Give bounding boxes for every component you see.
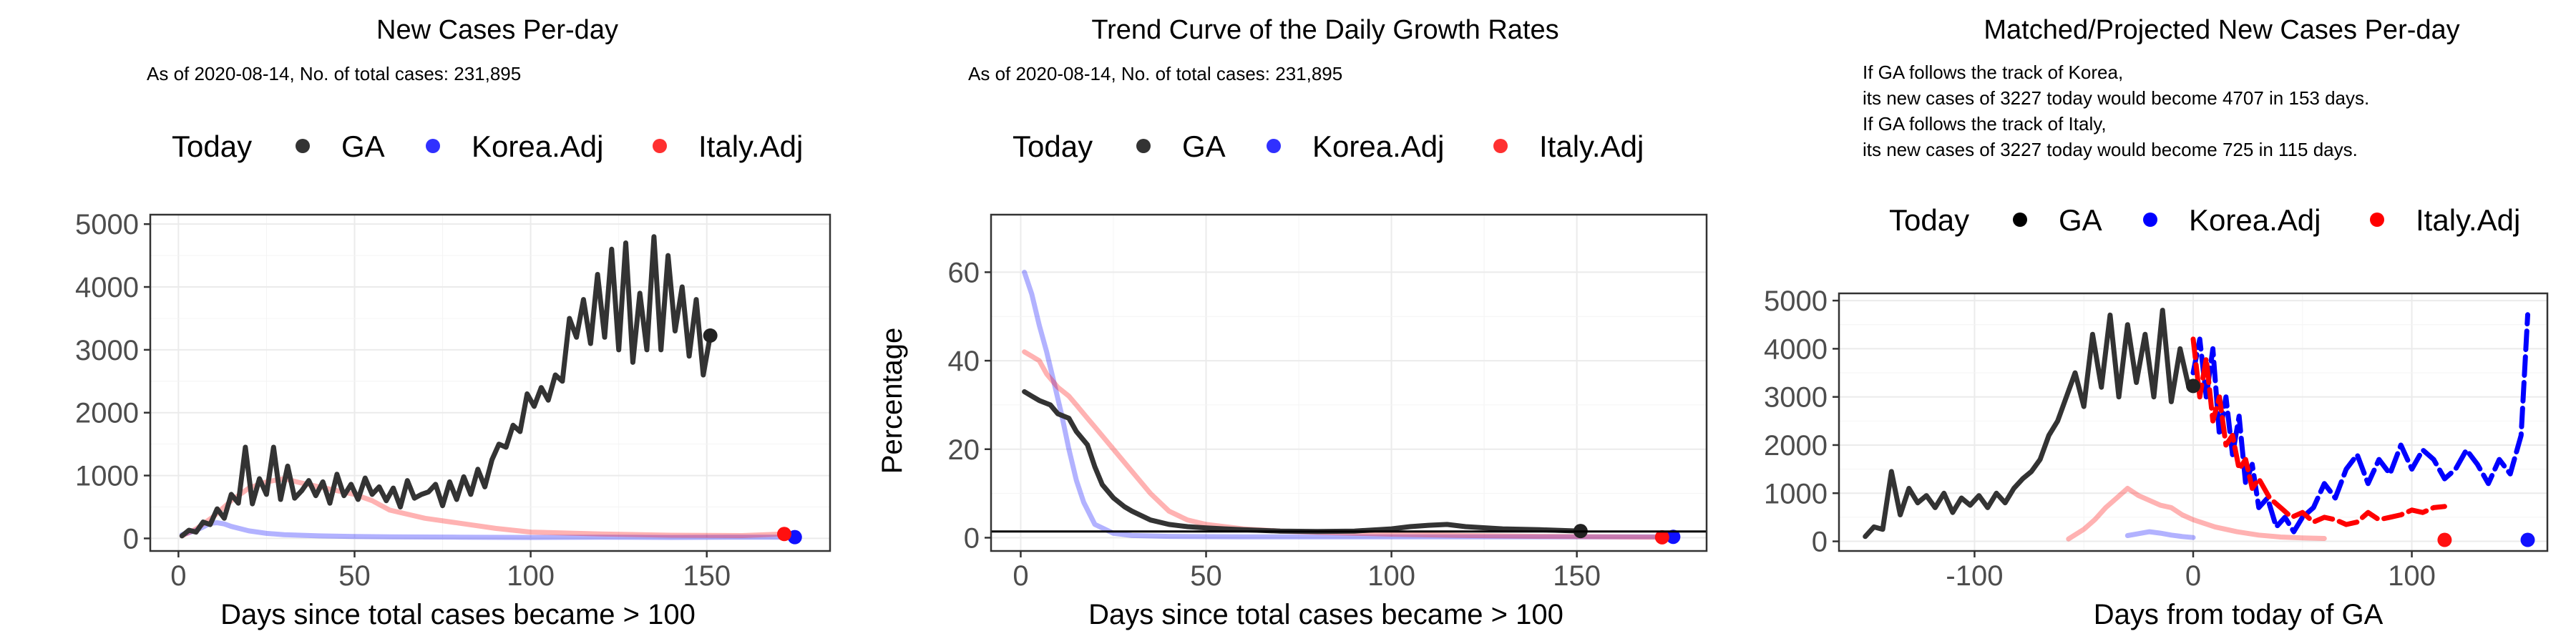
legend: Today GA Korea.Adj Italy.Adj bbox=[1013, 130, 1644, 163]
panel-subtitle-line: its new cases of 3227 today would become… bbox=[1863, 139, 2358, 160]
today-point-ga bbox=[2186, 379, 2200, 394]
plot-area: 0 50 100 150 0 20 40 60 bbox=[948, 213, 1708, 592]
legend-key-korea bbox=[426, 139, 440, 153]
panel-subtitle-line: its new cases of 3227 today would become… bbox=[1863, 87, 2369, 109]
x-axis-label: Days since total cases became > 100 bbox=[220, 599, 696, 630]
panel-projected: Matched/Projected New Cases Per-day If G… bbox=[1764, 15, 2549, 630]
x-tick-label: 100 bbox=[2388, 560, 2436, 592]
series-line-italy-adj bbox=[2066, 486, 2327, 542]
x-axis-label: Days from today of GA bbox=[2094, 599, 2384, 630]
plot-area: 0 50 100 150 0 1000 2000 3000 4000 5000 bbox=[75, 209, 831, 592]
legend-label-korea: Korea.Adj bbox=[472, 130, 603, 163]
y-tick-label: 0 bbox=[964, 522, 980, 554]
x-tick-label: 100 bbox=[507, 560, 555, 592]
legend-label-ga: GA bbox=[341, 130, 385, 163]
y-tick-label: 0 bbox=[123, 523, 139, 555]
legend-key-italy bbox=[2370, 213, 2384, 227]
plot-background bbox=[150, 215, 830, 551]
x-tick-label: 0 bbox=[2185, 560, 2201, 592]
panel-subtitle-line: If GA follows the track of Korea, bbox=[1863, 62, 2123, 83]
y-tick-label: 4000 bbox=[1764, 333, 1828, 365]
legend-title: Today bbox=[172, 130, 252, 163]
series-line-korea-adj bbox=[1022, 269, 1676, 540]
series-group bbox=[179, 234, 802, 545]
y-tick-label: 1000 bbox=[1764, 478, 1828, 509]
panel-title: New Cases Per-day bbox=[376, 15, 618, 45]
legend-title: Today bbox=[1889, 203, 1969, 237]
series-line-italy-adj bbox=[2190, 336, 2447, 527]
panel-growth-rates: Trend Curve of the Daily Growth Rates As… bbox=[877, 15, 1708, 630]
legend-title: Today bbox=[1013, 130, 1093, 163]
y-tick-label: 4000 bbox=[75, 272, 139, 303]
legend-label-ga: GA bbox=[1182, 130, 1226, 163]
series-group bbox=[1022, 269, 1681, 545]
x-tick-label: 50 bbox=[1190, 560, 1222, 592]
y-tick-label: 40 bbox=[948, 346, 980, 377]
panel-subtitle-line: If GA follows the track of Italy, bbox=[1863, 113, 2107, 135]
panel-subtitle: As of 2020-08-14, No. of total cases: 23… bbox=[968, 63, 1342, 84]
legend-key-korea bbox=[2143, 213, 2157, 227]
today-point-italy-adj bbox=[777, 527, 792, 542]
x-tick-label: 150 bbox=[683, 560, 731, 592]
legend-key-italy bbox=[653, 139, 667, 153]
legend-key-ga bbox=[1136, 139, 1151, 153]
x-tick-label: 0 bbox=[170, 560, 186, 592]
legend-key-italy bbox=[1493, 139, 1508, 153]
legend-label-ga: GA bbox=[2059, 203, 2102, 237]
y-tick-label: 0 bbox=[1812, 527, 1828, 558]
today-point-korea-adj bbox=[1666, 530, 1681, 545]
legend-key-ga bbox=[296, 139, 310, 153]
legend: Today GA Korea.Adj Italy.Adj bbox=[172, 130, 803, 163]
legend-label-korea: Korea.Adj bbox=[2189, 203, 2321, 237]
series-line-ga bbox=[1863, 308, 2196, 540]
y-tick-label: 5000 bbox=[75, 209, 139, 240]
today-point-ga bbox=[703, 328, 718, 343]
legend-label-korea: Korea.Adj bbox=[1312, 130, 1444, 163]
today-point-italy-adj bbox=[1654, 530, 1669, 545]
plot-background bbox=[991, 215, 1707, 551]
panel-border bbox=[149, 213, 831, 552]
series-group bbox=[1863, 308, 2535, 547]
panel-new-cases: New Cases Per-day As of 2020-08-14, No. … bbox=[75, 15, 831, 630]
series-line-italy-adj bbox=[1022, 349, 1665, 540]
y-tick-label: 60 bbox=[948, 257, 980, 288]
y-tick-label: 5000 bbox=[1764, 286, 1828, 317]
panel-title: Trend Curve of the Daily Growth Rates bbox=[1091, 15, 1558, 45]
panel-subtitle: As of 2020-08-14, No. of total cases: 23… bbox=[147, 63, 521, 84]
y-tick-label: 1000 bbox=[75, 461, 139, 492]
series-line-ga bbox=[1022, 389, 1584, 535]
x-tick-label: 0 bbox=[1013, 560, 1028, 592]
y-tick-label: 3000 bbox=[1764, 382, 1828, 414]
legend-key-ga bbox=[2013, 213, 2027, 227]
series-line-ga bbox=[179, 234, 713, 539]
series-line-korea-adj bbox=[2190, 312, 2530, 535]
x-axis-label: Days since total cases became > 100 bbox=[1088, 599, 1563, 630]
series-line-korea-adj bbox=[179, 520, 798, 540]
legend-key-korea bbox=[1267, 139, 1281, 153]
y-axis-label: Percentage bbox=[877, 328, 908, 474]
y-tick-label: 2000 bbox=[75, 398, 139, 429]
legend-label-italy: Italy.Adj bbox=[2416, 203, 2520, 237]
panel-border bbox=[990, 213, 1708, 552]
series-line-korea-adj bbox=[2124, 529, 2196, 540]
x-tick-label: 50 bbox=[338, 560, 371, 592]
today-point-italy-adj bbox=[2437, 532, 2452, 547]
x-tick-label: -100 bbox=[1946, 560, 2003, 592]
panel-title: Matched/Projected New Cases Per-day bbox=[1984, 15, 2459, 45]
x-tick-label: 150 bbox=[1553, 560, 1601, 592]
legend-label-italy: Italy.Adj bbox=[698, 130, 803, 163]
y-tick-label: 20 bbox=[948, 434, 980, 466]
today-point-korea-adj bbox=[2520, 532, 2535, 547]
legend: Today GA Korea.Adj Italy.Adj bbox=[1889, 203, 2520, 237]
y-tick-label: 2000 bbox=[1764, 430, 1828, 462]
legend-label-italy: Italy.Adj bbox=[1539, 130, 1644, 163]
y-tick-label: 3000 bbox=[75, 335, 139, 366]
x-tick-label: 100 bbox=[1367, 560, 1415, 592]
